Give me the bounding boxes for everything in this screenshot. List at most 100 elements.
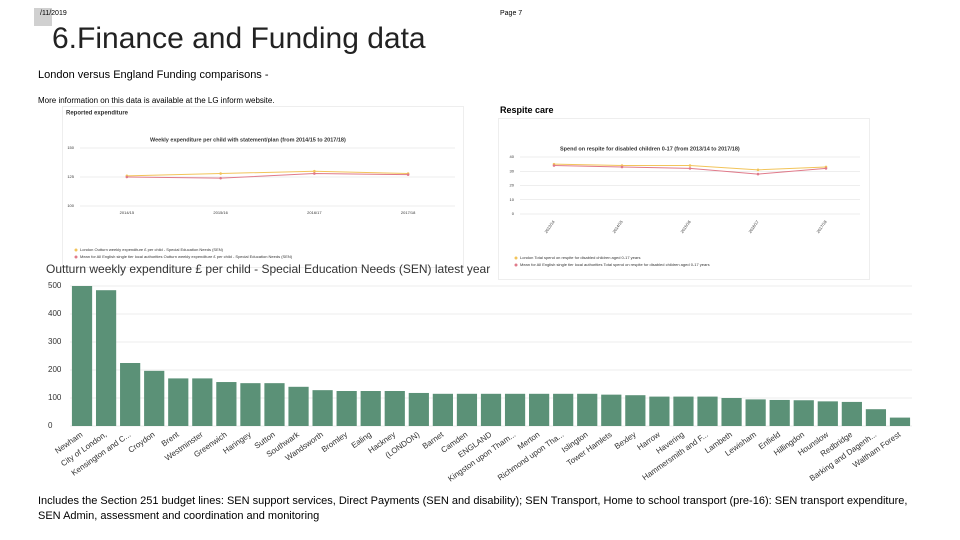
slide-title: 6.Finance and Funding data <box>52 22 426 55</box>
bar <box>384 391 405 426</box>
x-tick-label: 2016/17 <box>307 210 322 215</box>
x-tick-label: 2017/18 <box>401 210 416 215</box>
y-tick-label: 100 <box>48 393 62 402</box>
y-tick-label: 150 <box>67 145 74 150</box>
y-tick-label: 30 <box>510 168 515 173</box>
bar <box>432 393 453 426</box>
point <box>406 173 410 176</box>
date: /11/2019 <box>40 10 67 17</box>
bar <box>793 400 814 426</box>
bar <box>480 393 502 426</box>
bar <box>456 393 478 426</box>
legend-swatch <box>74 255 78 259</box>
x-tick-label: 2015/16 <box>679 219 692 234</box>
bar <box>673 396 694 426</box>
legend-swatch <box>514 256 518 260</box>
bar <box>889 417 911 426</box>
point <box>620 165 624 169</box>
bar <box>144 370 165 426</box>
bar <box>649 396 670 426</box>
legend-label: Mean for All English single tier local a… <box>520 262 710 267</box>
y-tick-label: 200 <box>48 365 62 374</box>
y-tick-label: 10 <box>510 197 515 202</box>
legend-label: Mean for All English single tier local a… <box>80 254 293 259</box>
x-tick-label: 2015/16 <box>213 210 228 215</box>
x-tick-label: 2017/18 <box>815 219 828 234</box>
point <box>756 168 760 172</box>
bar <box>577 393 598 426</box>
point <box>824 167 828 170</box>
legend-label: London Total spend on respite for disabl… <box>520 255 640 260</box>
bar <box>408 392 429 426</box>
logo-box <box>34 8 52 26</box>
chart-title: Spend on respite for disabled children 0… <box>560 146 740 152</box>
legend-swatch <box>514 263 518 267</box>
bar <box>601 394 622 426</box>
bar <box>240 383 261 426</box>
point <box>219 172 222 175</box>
point <box>219 176 222 180</box>
bar <box>360 391 381 426</box>
chart-title: Outturn weekly expenditure £ per child -… <box>46 262 490 276</box>
bar <box>95 290 117 426</box>
bar <box>841 401 862 426</box>
y-tick-label: 20 <box>510 183 515 188</box>
embedded-panel <box>498 118 870 280</box>
bar <box>529 393 550 426</box>
bar <box>697 396 718 426</box>
chart-heading: Reported expenditure <box>66 111 129 117</box>
bar <box>769 399 790 426</box>
point <box>688 167 692 170</box>
x-tick-label: 2014/15 <box>611 219 624 234</box>
bar <box>192 378 213 426</box>
point <box>552 164 556 167</box>
bar <box>216 382 237 426</box>
legend-swatch <box>74 248 78 252</box>
x-tick-label: Croydon <box>127 430 157 455</box>
x-tick-label: 2014/15 <box>120 210 135 215</box>
footer-note: Includes the Section 251 budget lines: S… <box>38 495 908 522</box>
y-tick-label: 40 <box>510 154 515 159</box>
bar <box>168 378 189 426</box>
bar <box>817 401 838 426</box>
bar <box>336 391 357 426</box>
embedded-panel <box>62 106 464 268</box>
y-tick-label: 0 <box>512 211 515 216</box>
series-line <box>126 170 409 177</box>
series-line <box>126 173 409 179</box>
y-tick-label: 125 <box>67 174 74 179</box>
y-tick-label: 300 <box>48 337 62 346</box>
respite-heading: Respite care <box>500 105 554 115</box>
point <box>125 175 129 179</box>
bar <box>312 390 333 426</box>
bar <box>553 393 574 426</box>
bar <box>625 395 646 426</box>
bar <box>71 286 93 426</box>
bar <box>264 383 285 426</box>
point <box>313 172 316 175</box>
x-tick-label: 2013/14 <box>543 219 556 234</box>
y-tick-label: 500 <box>48 281 62 290</box>
x-tick-label: Bromley <box>320 430 349 454</box>
bar <box>745 399 766 426</box>
point <box>313 169 316 173</box>
x-tick-label: 2016/17 <box>747 219 760 234</box>
page-number: Page 7 <box>500 10 523 17</box>
point <box>756 172 760 176</box>
y-tick-label: 0 <box>48 421 53 430</box>
y-tick-label: 100 <box>67 203 74 208</box>
y-tick-label: 400 <box>48 309 62 318</box>
legend-label: London Outturn weekly expenditure £ per … <box>80 247 224 252</box>
subtitle: London versus England Funding comparison… <box>38 69 269 81</box>
chart-title: Weekly expenditure per child with statem… <box>150 137 346 143</box>
bar <box>865 409 887 426</box>
bar <box>721 398 742 426</box>
bar <box>120 363 141 426</box>
point <box>688 164 692 167</box>
bar <box>288 386 309 426</box>
bar <box>504 393 526 426</box>
info: More information on this data is availab… <box>38 96 275 105</box>
x-tick-label: Bexley <box>613 430 638 451</box>
